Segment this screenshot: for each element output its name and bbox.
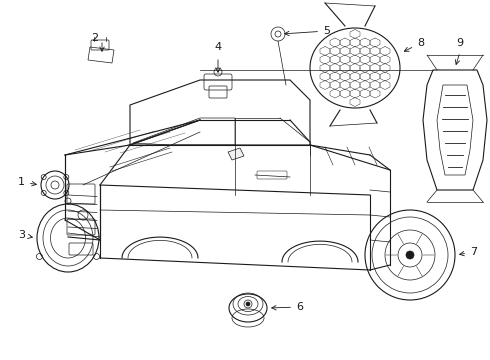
Polygon shape (228, 148, 244, 160)
Text: 3: 3 (18, 230, 32, 240)
Text: 2: 2 (92, 33, 98, 43)
Circle shape (246, 302, 250, 306)
Text: 6: 6 (272, 302, 303, 312)
Text: 1: 1 (18, 177, 36, 187)
Text: 4: 4 (215, 42, 221, 52)
Text: 9: 9 (457, 38, 464, 48)
Circle shape (406, 251, 414, 259)
Text: 7: 7 (460, 247, 477, 257)
Text: 5: 5 (285, 26, 330, 36)
Text: 8: 8 (404, 38, 424, 51)
